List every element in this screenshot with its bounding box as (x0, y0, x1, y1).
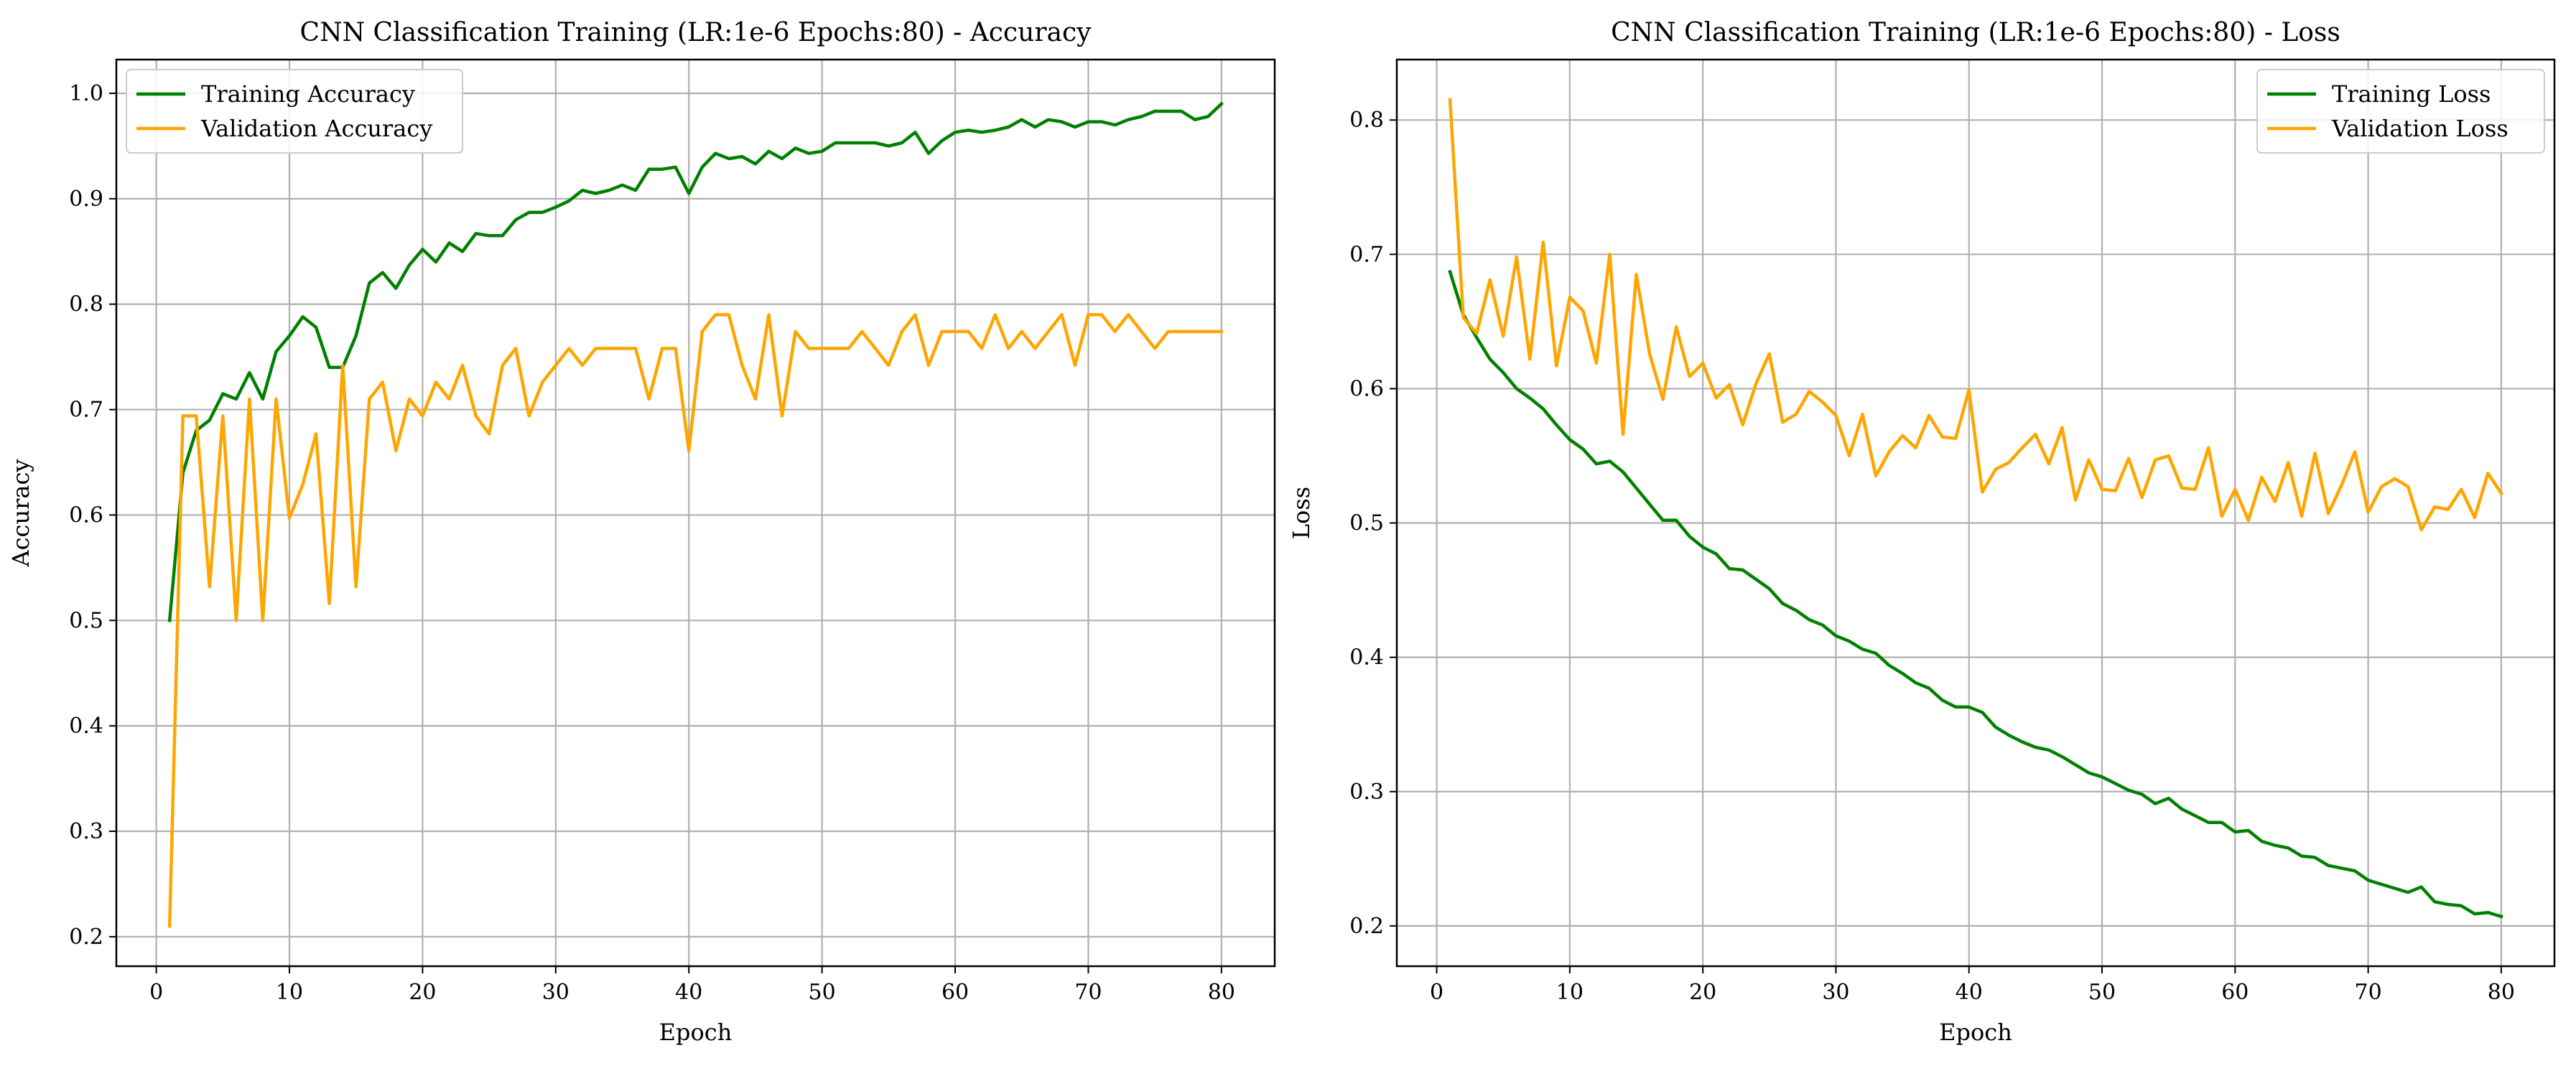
accuracy-plot-area (115, 58, 1276, 968)
training-accuracy-line (167, 101, 1224, 622)
training-loss-legend-label: Training Loss (2332, 80, 2491, 108)
loss-x-tick-label: 50 (2088, 980, 2116, 1005)
loss-y-tick-label: 0.8 (1349, 108, 1384, 133)
loss-y-axis-label: Loss (1288, 487, 1315, 539)
loss-x-tick-label: 80 (2488, 980, 2515, 1005)
accuracy-x-tick-label: 0 (149, 980, 163, 1005)
loss-y-tick-label: 0.6 (1349, 376, 1384, 401)
accuracy-x-tick-label: 80 (1208, 980, 1235, 1005)
loss-x-tick-label: 70 (2355, 980, 2382, 1005)
accuracy-x-tick-label: 40 (675, 980, 702, 1005)
loss-x-tick-label: 60 (2221, 980, 2249, 1005)
accuracy-legend: Training Accuracy Validation Accuracy (126, 69, 463, 154)
loss-y-tick-label: 0.4 (1349, 645, 1384, 670)
training-loss-line (1448, 269, 2503, 919)
validation-accuracy-legend-label: Validation Accuracy (200, 115, 432, 142)
accuracy-y-tick-label: 0.7 (69, 398, 103, 423)
accuracy-y-tick-label: 0.6 (69, 502, 103, 528)
loss-x-tick-label: 10 (1556, 980, 1584, 1005)
accuracy-y-tick-label: 0.8 (69, 292, 103, 317)
validation-loss-legend-label: Validation Loss (2331, 115, 2508, 142)
accuracy-x-tick-label: 10 (276, 980, 303, 1005)
loss-x-tick-label: 30 (1822, 980, 1849, 1005)
loss-y-tick-label: 0.5 (1349, 511, 1384, 536)
accuracy-y-tick-label: 0.9 (69, 187, 103, 212)
validation-loss-line (1448, 98, 2504, 532)
loss-panel: CNN Classification Training (LR:1e-6 Epo… (1288, 18, 2556, 1046)
loss-x-axis-label: Epoch (1939, 1019, 2012, 1046)
accuracy-x-tick-label: 20 (409, 980, 436, 1005)
accuracy-y-tick-label: 0.5 (69, 608, 103, 633)
accuracy-y-tick-label: 0.2 (69, 925, 103, 950)
loss-y-tick-label: 0.3 (1349, 780, 1384, 805)
loss-legend-box (2256, 69, 2545, 154)
accuracy-y-tick-label: 0.3 (69, 819, 103, 844)
loss-x-tick-label: 40 (1956, 980, 1983, 1005)
accuracy-panel: CNN Classification Training (LR:1e-6 Epo… (7, 18, 1276, 1046)
accuracy-x-axis-label: Epoch (659, 1019, 733, 1046)
accuracy-x-tick-label: 30 (542, 980, 569, 1005)
accuracy-y-axis-label: Accuracy (7, 459, 34, 568)
loss-chart-title: CNN Classification Training (LR:1e-6 Epo… (1611, 18, 2340, 47)
accuracy-x-tick-label: 70 (1074, 980, 1102, 1005)
accuracy-legend-box (126, 69, 463, 154)
loss-y-tick-label: 0.2 (1349, 914, 1384, 939)
loss-plot-area (1395, 58, 2556, 968)
accuracy-y-tick-label: 0.4 (69, 714, 103, 739)
training-accuracy-legend-label: Training Accuracy (201, 80, 415, 108)
loss-x-tick-label: 20 (1689, 980, 1716, 1005)
validation-accuracy-line (167, 313, 1224, 928)
loss-legend: Training Loss Validation Loss (2256, 69, 2545, 154)
accuracy-y-tick-label: 1.0 (69, 81, 103, 106)
loss-y-tick-label: 0.7 (1349, 242, 1384, 267)
accuracy-x-tick-label: 50 (809, 980, 836, 1005)
loss-x-tick-label: 0 (1430, 980, 1443, 1005)
accuracy-x-tick-label: 60 (941, 980, 969, 1005)
accuracy-chart-title: CNN Classification Training (LR:1e-6 Epo… (300, 18, 1092, 47)
